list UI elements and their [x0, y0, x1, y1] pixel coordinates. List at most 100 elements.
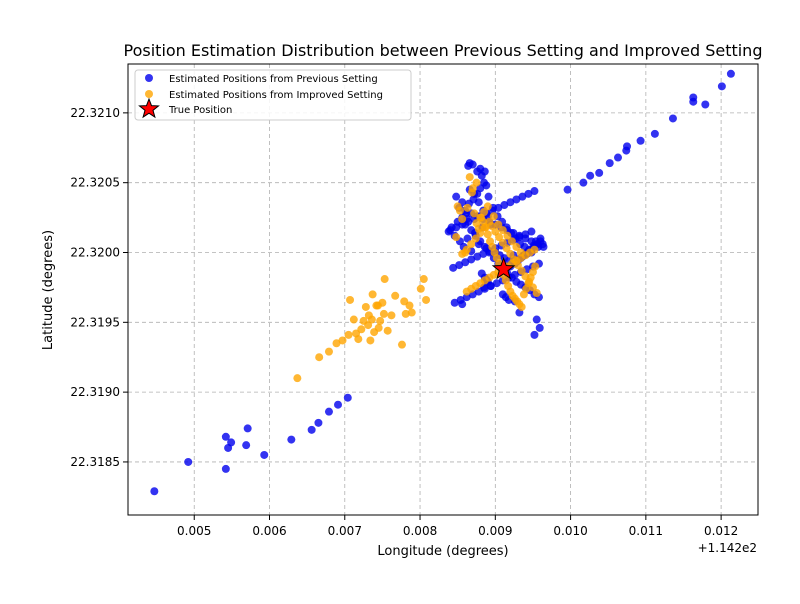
- improved-setting-point: [472, 178, 481, 187]
- improved-setting-point: [467, 240, 476, 249]
- previous-setting-point: [260, 450, 269, 459]
- legend-box: [134, 69, 412, 121]
- improved-setting-point: [344, 330, 353, 339]
- improved-setting-point: [416, 284, 425, 293]
- improved-setting-point: [489, 212, 498, 221]
- y-tick-label: 22.3195: [70, 315, 120, 329]
- previous-setting-point: [458, 220, 467, 229]
- previous-setting-point: [314, 418, 323, 427]
- previous-setting-point: [452, 192, 461, 201]
- x-tick-label: 0.008: [403, 524, 437, 538]
- previous-setting-point: [184, 457, 193, 466]
- improved-setting-point: [397, 340, 406, 349]
- previous-setting-point: [515, 233, 524, 242]
- improved-setting-point: [346, 295, 355, 304]
- x-axis-label: Longitude (degrees): [377, 544, 508, 559]
- x-tick-label: 0.006: [252, 524, 286, 538]
- previous-setting-point: [518, 192, 527, 201]
- previous-setting-point: [492, 279, 501, 288]
- improved-setting-point: [470, 209, 479, 218]
- improved-setting-point: [368, 290, 377, 299]
- improved-setting-point: [531, 262, 540, 271]
- improved-setting-point: [452, 233, 461, 242]
- previous-setting-point: [530, 330, 539, 339]
- y-tick-label: 22.3185: [70, 455, 120, 469]
- previous-setting-point: [467, 226, 476, 235]
- previous-setting-point: [476, 164, 485, 173]
- improved-setting-point: [315, 353, 324, 362]
- previous-setting-point: [494, 203, 503, 212]
- previous-setting-point: [456, 295, 465, 304]
- previous-setting-point: [726, 69, 735, 78]
- improved-setting-point: [293, 374, 302, 383]
- y-axis-label: Latitude (degrees): [41, 230, 56, 350]
- previous-setting-point: [480, 284, 489, 293]
- previous-setting-point: [243, 424, 252, 433]
- improved-setting-point: [465, 173, 474, 182]
- improved-setting-point: [354, 335, 363, 344]
- improved-setting-point: [419, 275, 428, 284]
- improved-setting-point: [401, 309, 410, 318]
- previous-setting-point: [486, 282, 495, 291]
- previous-setting-point: [586, 171, 595, 180]
- improved-setting-point: [338, 336, 347, 345]
- y-tick-label: 22.3200: [70, 245, 120, 259]
- previous-setting-point: [287, 435, 296, 444]
- y-tick-label: 22.3205: [70, 176, 120, 190]
- previous-setting-point: [524, 189, 533, 198]
- improved-setting-point: [483, 202, 492, 211]
- improved-setting-point: [332, 339, 341, 348]
- axis-ticks: 0.005 0.006 0.007 0.008 0.009 0.010 0.011 0.012…: [70, 106, 738, 538]
- x-tick-label: 0.010: [553, 524, 587, 538]
- improved-setting-point: [361, 302, 370, 311]
- previous-setting-point: [221, 432, 230, 441]
- previous-setting-point: [343, 393, 352, 402]
- improved-setting-point: [455, 206, 464, 215]
- previous-setting-point: [579, 178, 588, 187]
- improved-setting-point: [476, 228, 485, 237]
- improved-setting-point: [391, 291, 400, 300]
- previous-setting-point: [510, 270, 519, 279]
- legend-marker-previous: [145, 74, 153, 82]
- previous-setting-point: [150, 487, 159, 496]
- improved-setting-point: [405, 301, 414, 310]
- previous-setting-point: [462, 293, 471, 302]
- previous-setting-point: [689, 93, 698, 102]
- previous-setting-point: [701, 100, 710, 109]
- improved-setting-point: [376, 316, 385, 325]
- legend-marker-true-position: [138, 97, 160, 119]
- previous-setting-point: [509, 228, 518, 237]
- previous-setting-point: [324, 407, 333, 416]
- previous-setting-point: [595, 168, 604, 177]
- improved-setting-point: [507, 237, 516, 246]
- improved-setting-point: [530, 245, 539, 254]
- improved-setting-point: [387, 311, 396, 320]
- previous-setting-point: [527, 227, 536, 236]
- improved-setting-point: [349, 315, 358, 324]
- x-axis-offset-label: +1.142e2: [698, 541, 757, 555]
- previous-setting-point: [221, 464, 230, 473]
- previous-setting-point: [512, 195, 521, 204]
- previous-setting-point: [446, 226, 455, 235]
- previous-setting-point: [506, 198, 515, 207]
- improved-setting-point: [480, 223, 489, 232]
- improved-setting-point: [483, 230, 492, 239]
- improved-setting-point: [462, 245, 471, 254]
- improved-setting-point: [463, 203, 472, 212]
- improved-setting-point: [532, 288, 541, 297]
- data-points: [150, 69, 735, 496]
- previous-setting-point: [473, 252, 482, 261]
- improved-setting-point: [458, 214, 467, 223]
- improved-setting-point: [494, 220, 503, 229]
- improved-setting-point: [503, 231, 512, 240]
- previous-setting-point: [500, 201, 509, 210]
- previous-setting-point: [536, 237, 545, 246]
- legend-label-previous: Estimated Positions from Previous Settin…: [169, 74, 378, 85]
- previous-setting-point: [614, 153, 622, 162]
- x-tick-label: 0.005: [177, 524, 211, 538]
- previous-setting-point: [532, 315, 541, 324]
- previous-setting-point: [521, 230, 530, 239]
- x-tick-label: 0.007: [328, 524, 362, 538]
